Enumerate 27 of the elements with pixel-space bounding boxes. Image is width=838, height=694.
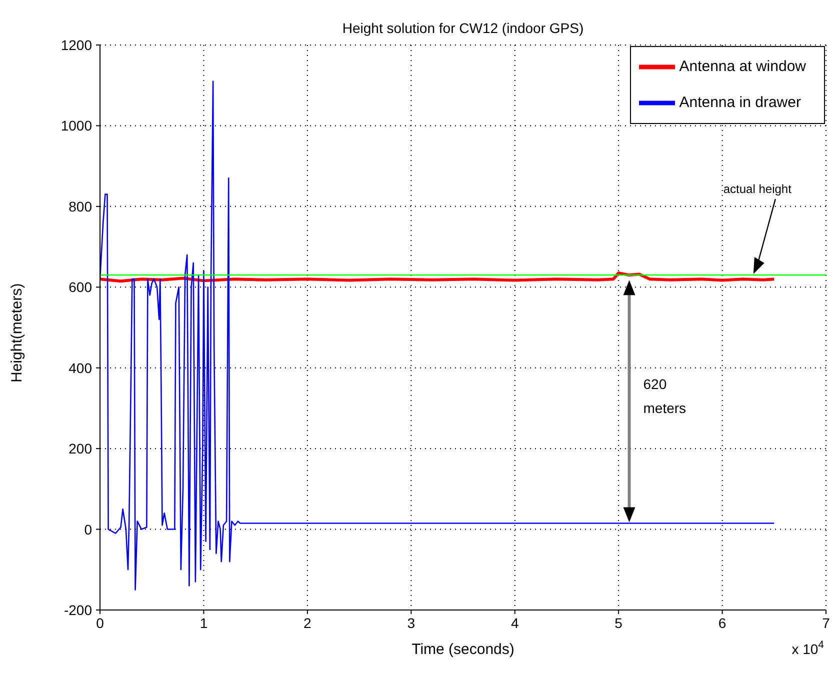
x-tick-label: 0 [96,614,104,631]
x-tick-label: 6 [718,614,726,631]
x-tick-label: 2 [304,614,312,631]
y-tick-label: 1200 [60,36,92,53]
y-tick-label: 0 [84,521,92,538]
y-tick-label: 1000 [60,118,92,134]
annotation: actual height [723,182,792,196]
x-tick-label: 1 [200,614,208,631]
y-tick-label: 200 [68,440,92,457]
arrow-callout: actual height [723,182,792,274]
x-tick-label: 4 [510,614,519,631]
y-axis-title: Height(meters) [8,283,26,382]
x-tick-label: 7 [822,614,830,631]
y-tick-label: 800 [68,198,92,214]
x-tick-label: 3 [407,614,416,631]
x-axis-title: Time (seconds) [412,641,514,658]
legend-label: Antenna at window [679,58,806,76]
y-tick-label: 600 [68,279,92,296]
y-tick-label: -200 [64,602,92,618]
double-arrow-callout: 620 meters [623,280,686,522]
line-series [100,272,776,283]
legend-label: Antenna in drawer [679,94,801,112]
x-tick-label: 5 [614,614,623,631]
annotation: 620 meters [643,376,686,416]
y-tick-label: 400 [68,360,92,376]
chart-title: Height solution for CW12 (indoor GPS) [342,20,584,36]
text: x 10$^{4}$ [792,639,824,657]
